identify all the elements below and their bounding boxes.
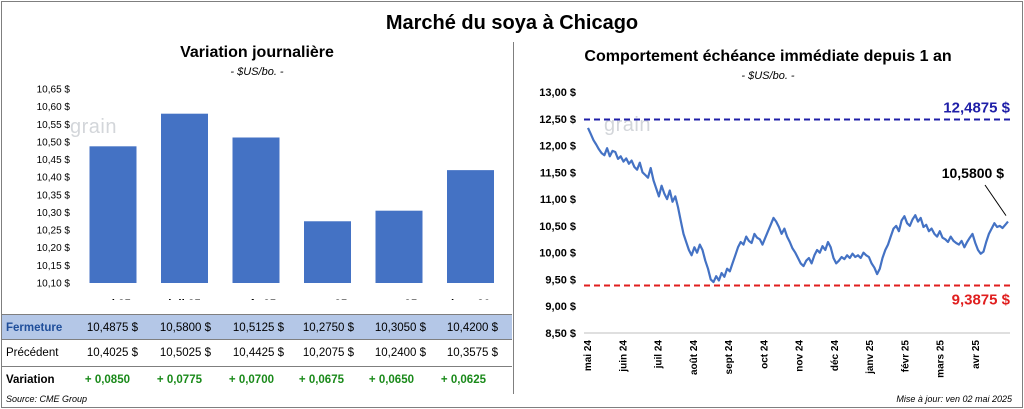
table-cell: + 0,0650 bbox=[368, 374, 414, 386]
update-note: Mise à jour: ven 02 mai 2025 bbox=[896, 394, 1012, 404]
table-cell: 10,5800 $ bbox=[159, 322, 211, 334]
y-tick-label: 10,15 $ bbox=[37, 261, 71, 272]
table-cell: 10,5125 $ bbox=[232, 322, 284, 334]
bar bbox=[89, 146, 137, 283]
table-row-variation: Variation + 0,0850 + 0,0775 + 0,0700 + 0… bbox=[2, 366, 512, 392]
row-label: Fermeture bbox=[6, 322, 63, 334]
row-label: Précédent bbox=[6, 347, 59, 359]
x-tick-label: févr 25 bbox=[900, 340, 911, 373]
bar bbox=[375, 210, 423, 283]
y-tick-label: 10,20 $ bbox=[37, 243, 71, 254]
y-tick-label: 13,00 $ bbox=[539, 87, 576, 99]
table-cell: 10,4200 $ bbox=[446, 322, 498, 334]
source-note: Source: CME Group bbox=[6, 394, 88, 404]
y-tick-label: 11,00 $ bbox=[540, 194, 576, 206]
bar bbox=[161, 113, 208, 283]
y-tick-label: 10,65 $ bbox=[37, 85, 71, 96]
table-cell: 10,2400 $ bbox=[374, 347, 426, 359]
table-cell: 10,4425 $ bbox=[232, 347, 284, 359]
table-cell: + 0,0625 bbox=[440, 374, 486, 386]
x-tick-label: nov 24 bbox=[795, 340, 806, 372]
max-label: 12,4875 $ bbox=[943, 99, 1010, 116]
table-row-fermeture: Fermeture 10,4875 $ 10,5800 $ 10,5125 $ … bbox=[2, 314, 512, 340]
y-tick-label: 10,10 $ bbox=[37, 279, 71, 290]
table-cell: 10,4025 $ bbox=[86, 347, 138, 359]
x-tick-label: avr 25 bbox=[971, 340, 982, 369]
bar-chart-title: Variation journalière bbox=[180, 44, 334, 61]
table-cell: 10,3575 $ bbox=[446, 347, 498, 359]
bar bbox=[232, 137, 280, 283]
y-tick-label: 10,30 $ bbox=[37, 208, 71, 219]
y-tick-label: 9,00 $ bbox=[545, 301, 576, 313]
y-tick-label: 10,25 $ bbox=[37, 226, 71, 237]
price-series-line bbox=[586, 127, 1009, 284]
line-chart-title: Comportement échéance immédiate depuis 1… bbox=[584, 48, 952, 65]
line-chart-subtitle: - $US/bo. - bbox=[741, 70, 795, 82]
x-tick-label: janv 26 bbox=[450, 299, 490, 300]
x-tick-label: juil 24 bbox=[654, 340, 665, 370]
table-cell: + 0,0850 bbox=[84, 374, 130, 386]
x-tick-label: mai 25 bbox=[95, 299, 131, 300]
y-tick-label: 10,55 $ bbox=[37, 120, 71, 131]
table-cell: 10,2750 $ bbox=[302, 322, 354, 334]
y-tick-label: 10,00 $ bbox=[539, 248, 576, 260]
table-cell: + 0,0775 bbox=[156, 374, 202, 386]
bar bbox=[447, 170, 494, 283]
y-tick-label: 10,50 $ bbox=[37, 137, 71, 148]
last-value-leader bbox=[984, 184, 1007, 216]
x-tick-label: août 25 bbox=[236, 299, 277, 300]
x-tick-label: août 24 bbox=[689, 340, 700, 375]
bar-chart: 10,10 $ 10,15 $ 10,20 $ 10,25 $ 10,30 $ 10,35… bbox=[37, 85, 494, 300]
table-cell: 10,3050 $ bbox=[374, 322, 426, 334]
y-tick-label: 8,50 $ bbox=[545, 328, 576, 340]
bar bbox=[304, 221, 351, 283]
table-cell: 10,5025 $ bbox=[159, 347, 211, 359]
x-tick-label: juin 24 bbox=[618, 340, 629, 373]
table-cell: 10,2075 $ bbox=[302, 347, 354, 359]
x-tick-label: sept 24 bbox=[724, 340, 735, 375]
x-tick-label: sept 25 bbox=[308, 299, 348, 300]
y-tick-label: 10,60 $ bbox=[37, 102, 71, 113]
x-tick-label: oct 24 bbox=[759, 340, 770, 369]
y-tick-label: 10,35 $ bbox=[37, 190, 71, 201]
table-cell: + 0,0700 bbox=[228, 374, 274, 386]
y-tick-label: 10,50 $ bbox=[539, 221, 576, 233]
row-label: Variation bbox=[6, 374, 55, 386]
bar-chart-subtitle: - $US/bo. - bbox=[230, 66, 284, 78]
x-tick-label: mars 25 bbox=[936, 340, 947, 378]
page-title: Marché du soya à Chicago bbox=[385, 12, 639, 34]
x-tick-label: mai 24 bbox=[583, 340, 594, 372]
grainviz-logo-left: grain bbox=[70, 116, 117, 138]
x-tick-label: janv 25 bbox=[865, 340, 876, 375]
x-tick-label: nov 25 bbox=[381, 299, 418, 300]
x-tick-label: déc 24 bbox=[830, 340, 841, 372]
table-row-precedent: Précédent 10,4025 $ 10,5025 $ 10,4425 $ … bbox=[2, 340, 512, 366]
table-cell: + 0,0675 bbox=[298, 374, 344, 386]
y-tick-label: 11,50 $ bbox=[540, 167, 576, 179]
last-value-label: 10,5800 $ bbox=[942, 165, 1004, 181]
x-tick-label: juil 25 bbox=[167, 299, 201, 300]
table-cell: 10,4875 $ bbox=[86, 322, 138, 334]
y-tick-label: 10,45 $ bbox=[37, 155, 71, 166]
min-label: 9,3875 $ bbox=[952, 291, 1011, 308]
panel-divider bbox=[513, 42, 514, 394]
y-tick-label: 12,50 $ bbox=[539, 114, 576, 126]
y-tick-label: 12,00 $ bbox=[539, 141, 576, 153]
y-tick-label: 9,50 $ bbox=[545, 274, 576, 286]
y-tick-label: 10,40 $ bbox=[37, 173, 71, 184]
